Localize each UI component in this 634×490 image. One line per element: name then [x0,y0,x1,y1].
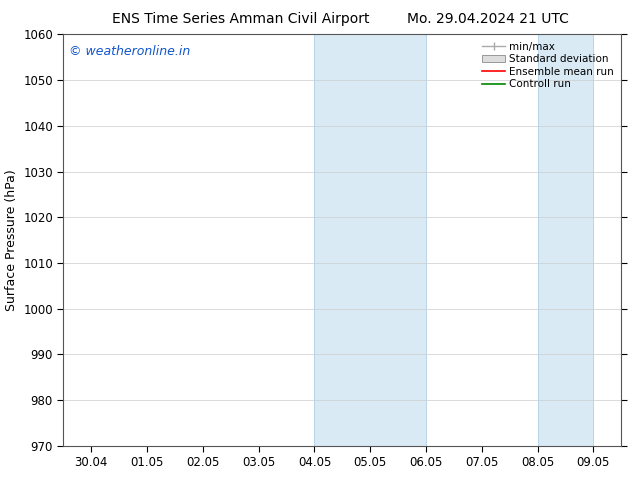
Text: © weatheronline.in: © weatheronline.in [69,45,190,58]
Text: ENS Time Series Amman Civil Airport: ENS Time Series Amman Civil Airport [112,12,370,26]
Bar [314,34,426,446]
Legend: min/max, Standard deviation, Ensemble mean run, Controll run: min/max, Standard deviation, Ensemble me… [480,40,616,92]
Y-axis label: Surface Pressure (hPa): Surface Pressure (hPa) [4,169,18,311]
Bar [538,34,593,446]
Text: Mo. 29.04.2024 21 UTC: Mo. 29.04.2024 21 UTC [407,12,569,26]
